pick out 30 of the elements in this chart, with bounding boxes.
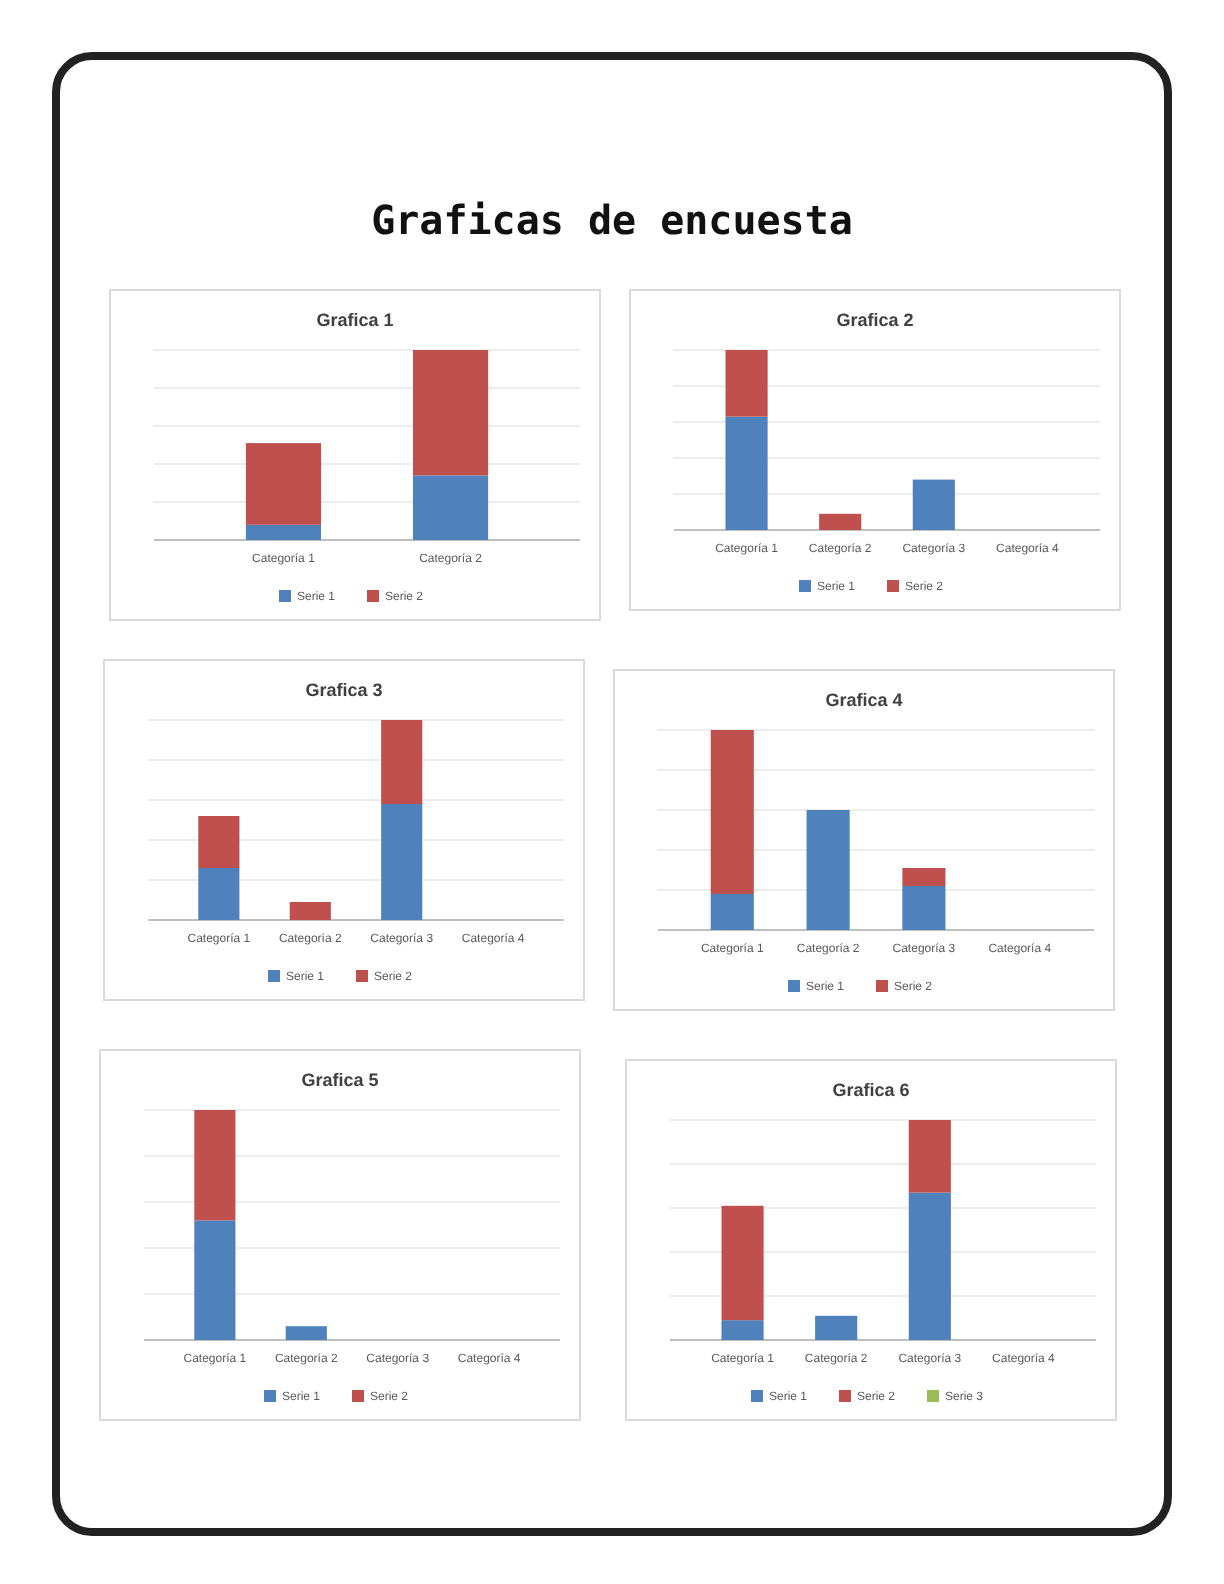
bar (725, 416, 768, 530)
bar (721, 1320, 764, 1340)
bar (819, 513, 862, 530)
bar (908, 1192, 951, 1340)
bar (902, 868, 946, 886)
bar (725, 350, 768, 417)
chart-title: Grafica 2 (836, 310, 914, 330)
bar (245, 443, 322, 525)
bar (245, 524, 322, 540)
chart-title: Grafica 6 (832, 1080, 910, 1100)
chart-title: Grafica 5 (301, 1070, 379, 1090)
bar (381, 720, 423, 804)
bar (710, 730, 754, 894)
bar (710, 894, 754, 930)
bar (912, 479, 955, 530)
bar (412, 350, 489, 476)
bar (412, 475, 489, 540)
bar (198, 816, 240, 868)
chart-title: Grafica 4 (825, 690, 903, 710)
bar (806, 810, 850, 930)
bar (721, 1205, 764, 1321)
bar (381, 804, 423, 920)
bar (198, 868, 240, 920)
bar (815, 1315, 858, 1340)
bar (908, 1120, 951, 1193)
bar (902, 886, 946, 930)
text: Graficas de encuesta (371, 196, 853, 244)
bar (289, 902, 331, 920)
chart-title: Grafica 3 (305, 680, 383, 700)
chart-title: Grafica 1 (316, 310, 394, 330)
